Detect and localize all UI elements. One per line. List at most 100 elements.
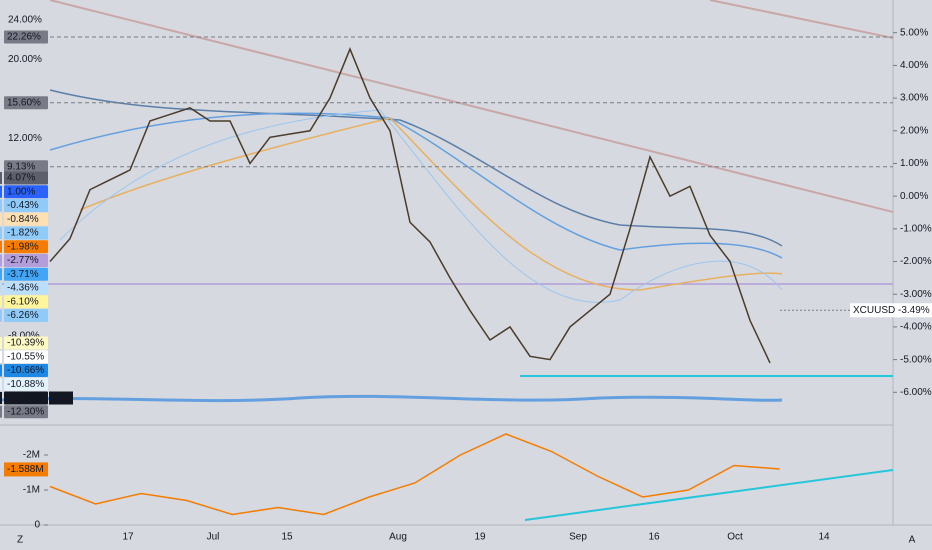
moving-average xyxy=(59,109,783,303)
x-tick-label: 15 xyxy=(281,532,293,543)
y-tick-label: -1.00% xyxy=(900,223,932,234)
badge-marker xyxy=(0,392,2,404)
y-tick-label: 0.00% xyxy=(900,191,928,202)
badge-label: -10.55% xyxy=(7,351,44,362)
indicator-badge xyxy=(4,462,48,477)
moving-average xyxy=(49,112,783,259)
corner-icon[interactable]: Z xyxy=(17,535,23,546)
x-tick-label: Jul xyxy=(207,532,220,543)
last-price-label: -3.49% xyxy=(898,305,930,316)
price-badge xyxy=(4,295,48,309)
badge-marker xyxy=(0,364,2,377)
badge-label: -10.39% xyxy=(7,338,44,349)
price-badge xyxy=(4,281,48,295)
price-badge xyxy=(4,391,48,405)
badge-label: 1.00% xyxy=(7,186,35,197)
left-tick-label: -8.00% xyxy=(8,331,40,342)
price-badge xyxy=(4,254,48,267)
badge-marker xyxy=(0,282,2,294)
price-badge xyxy=(4,405,48,419)
y-tick-label: -3.00% xyxy=(900,289,932,300)
badge-marker xyxy=(0,240,2,253)
indicator-tick-label: 0 xyxy=(34,520,40,531)
indicator-tick-label: -1M xyxy=(23,485,40,496)
y-tick-label: 4.00% xyxy=(900,60,928,71)
moving-average xyxy=(79,117,783,291)
badge-marker xyxy=(0,172,2,184)
badge-label: 4.07% xyxy=(7,173,35,184)
badge-marker xyxy=(0,405,2,418)
y-tick-label: -4.00% xyxy=(900,322,932,333)
badge-label: 15.60% xyxy=(7,97,41,108)
badge-marker xyxy=(0,309,2,322)
price-badge xyxy=(4,240,48,254)
price-badge xyxy=(4,185,48,199)
x-tick-label: 19 xyxy=(474,532,486,543)
corner-icon[interactable]: A xyxy=(909,535,916,546)
badge-label: -6.26% xyxy=(7,310,39,321)
price-badge xyxy=(4,96,48,110)
volume-average xyxy=(0,394,783,403)
badge-label: -2.77% xyxy=(7,255,39,266)
badge-label: -10.88% xyxy=(7,379,44,390)
moving-average xyxy=(49,89,783,247)
badge-label: -10.90% xyxy=(7,393,44,404)
y-tick-label: 1.00% xyxy=(900,158,928,169)
x-tick-label: Oct xyxy=(727,532,743,543)
x-tick-label: 16 xyxy=(648,532,660,543)
indicator-badge-label: -1.588M xyxy=(7,464,44,475)
badge-marker xyxy=(0,227,2,239)
badge-label: -0.84% xyxy=(7,214,39,225)
price-badge xyxy=(4,226,48,240)
price-badge xyxy=(4,30,48,44)
price-badge xyxy=(4,160,48,174)
last-price-badge xyxy=(850,303,932,318)
badge-label: -1.82% xyxy=(7,228,39,239)
trend-line xyxy=(709,0,894,39)
badge-label: -6.10% xyxy=(7,296,39,307)
badge-label: -3.71% xyxy=(7,269,39,280)
indicator-trend-line xyxy=(524,469,894,521)
x-tick-label: 17 xyxy=(122,532,134,543)
badge-marker xyxy=(0,378,2,391)
symbol-label: FCX xyxy=(52,393,72,404)
badge-marker xyxy=(0,295,2,308)
x-tick-label: 14 xyxy=(818,532,830,543)
badge-label: -12.30% xyxy=(7,406,44,417)
symbol-badge xyxy=(49,391,73,405)
left-tick-label: 20.00% xyxy=(8,54,42,65)
badge-label: -0.43% xyxy=(7,200,39,211)
y-tick-label: 3.00% xyxy=(900,93,928,104)
y-tick-label: -5.00% xyxy=(900,354,932,365)
badge-marker xyxy=(0,254,2,267)
price-badge xyxy=(4,309,48,322)
badge-label: -10.66% xyxy=(7,365,44,376)
y-tick-label: -2.00% xyxy=(900,256,932,267)
price-badge xyxy=(4,336,48,350)
price-line xyxy=(49,47,771,364)
badge-label: 9.13% xyxy=(7,161,35,172)
y-tick-label: 5.00% xyxy=(900,27,928,38)
y-tick-label: 2.00% xyxy=(900,125,928,136)
badge-label: -4.36% xyxy=(7,283,39,294)
last-price-symbol: XCUUSD xyxy=(853,305,895,316)
price-badge xyxy=(4,364,48,377)
y-tick-label: -6.00% xyxy=(900,387,932,398)
badge-marker xyxy=(0,185,2,198)
badge-label: -1.98% xyxy=(7,241,39,252)
badge-marker xyxy=(0,268,2,281)
x-tick-label: Aug xyxy=(389,532,407,543)
badge-label: 22.26% xyxy=(7,32,41,43)
indicator-tick-label: -2M xyxy=(23,450,40,461)
badge-marker xyxy=(0,350,2,363)
badge-marker xyxy=(0,213,2,226)
price-badge xyxy=(4,267,48,281)
price-badge xyxy=(4,171,48,185)
indicator-line xyxy=(49,433,780,516)
trend-line xyxy=(49,0,894,213)
price-badge xyxy=(4,199,48,212)
x-tick-label: Sep xyxy=(569,532,587,543)
badge-marker xyxy=(0,199,2,212)
left-tick-label: 24.00% xyxy=(8,14,42,25)
